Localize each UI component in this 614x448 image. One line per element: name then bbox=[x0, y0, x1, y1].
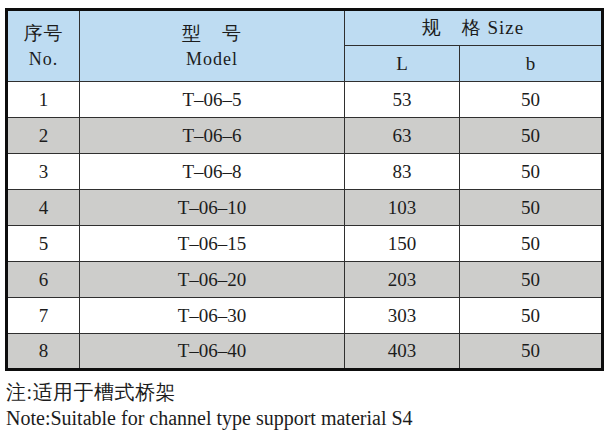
cell-no: 7 bbox=[7, 298, 80, 334]
cell-b: 50 bbox=[460, 82, 603, 118]
table-row: 2 T–06–6 63 50 bbox=[7, 118, 603, 154]
cell-l: 303 bbox=[345, 298, 460, 334]
cell-b: 50 bbox=[460, 154, 603, 190]
table-row: 7 T–06–30 303 50 bbox=[7, 298, 603, 334]
cell-b: 50 bbox=[460, 190, 603, 226]
header-sub-b: b bbox=[460, 46, 603, 82]
cell-no: 6 bbox=[7, 262, 80, 298]
cell-model: T–06–10 bbox=[80, 190, 345, 226]
table-row: 4 T–06–10 103 50 bbox=[7, 190, 603, 226]
header-sub-l: L bbox=[345, 46, 460, 82]
cell-no: 2 bbox=[7, 118, 80, 154]
table-row: 1 T–06–5 53 50 bbox=[7, 82, 603, 118]
cell-model: T–06–30 bbox=[80, 298, 345, 334]
table-row: 5 T–06–15 150 50 bbox=[7, 226, 603, 262]
note-en: Note:Suitable for channel type support m… bbox=[6, 405, 606, 431]
header-model-en: Model bbox=[80, 47, 344, 74]
table-row: 6 T–06–20 203 50 bbox=[7, 262, 603, 298]
cell-l: 403 bbox=[345, 334, 460, 370]
cell-no: 3 bbox=[7, 154, 80, 190]
catalog-page: 序号 No. 型 号 Model 规 格 Size L b 1 T–06–5 5… bbox=[0, 0, 614, 448]
cell-l: 103 bbox=[345, 190, 460, 226]
cell-l: 53 bbox=[345, 82, 460, 118]
cell-l: 83 bbox=[345, 154, 460, 190]
cell-no: 8 bbox=[7, 334, 80, 370]
cell-no: 5 bbox=[7, 226, 80, 262]
cell-l: 150 bbox=[345, 226, 460, 262]
cell-l: 63 bbox=[345, 118, 460, 154]
header-no: 序号 No. bbox=[7, 10, 80, 82]
header-row-1: 序号 No. 型 号 Model 规 格 Size bbox=[7, 10, 603, 46]
header-size: 规 格 Size bbox=[345, 10, 603, 46]
cell-no: 1 bbox=[7, 82, 80, 118]
header-model: 型 号 Model bbox=[80, 10, 345, 82]
cell-b: 50 bbox=[460, 118, 603, 154]
cell-b: 50 bbox=[460, 226, 603, 262]
cell-l: 203 bbox=[345, 262, 460, 298]
table-row: 3 T–06–8 83 50 bbox=[7, 154, 603, 190]
cell-b: 50 bbox=[460, 262, 603, 298]
header-model-zh: 型 号 bbox=[80, 18, 344, 47]
cell-b: 50 bbox=[460, 334, 603, 370]
note-zh: 注:适用于槽式桥架 bbox=[6, 379, 606, 405]
spec-table: 序号 No. 型 号 Model 规 格 Size L b 1 T–06–5 5… bbox=[5, 8, 604, 371]
cell-model: T–06–15 bbox=[80, 226, 345, 262]
cell-model: T–06–5 bbox=[80, 82, 345, 118]
cell-b: 50 bbox=[460, 298, 603, 334]
header-no-en: No. bbox=[8, 47, 79, 74]
cell-model: T–06–20 bbox=[80, 262, 345, 298]
header-no-zh: 序号 bbox=[8, 18, 79, 47]
cell-model: T–06–6 bbox=[80, 118, 345, 154]
cell-no: 4 bbox=[7, 190, 80, 226]
footnotes: 注:适用于槽式桥架 Note:Suitable for channel type… bbox=[6, 379, 606, 431]
table-row: 8 T–06–40 403 50 bbox=[7, 334, 603, 370]
cell-model: T–06–8 bbox=[80, 154, 345, 190]
cell-model: T–06–40 bbox=[80, 334, 345, 370]
